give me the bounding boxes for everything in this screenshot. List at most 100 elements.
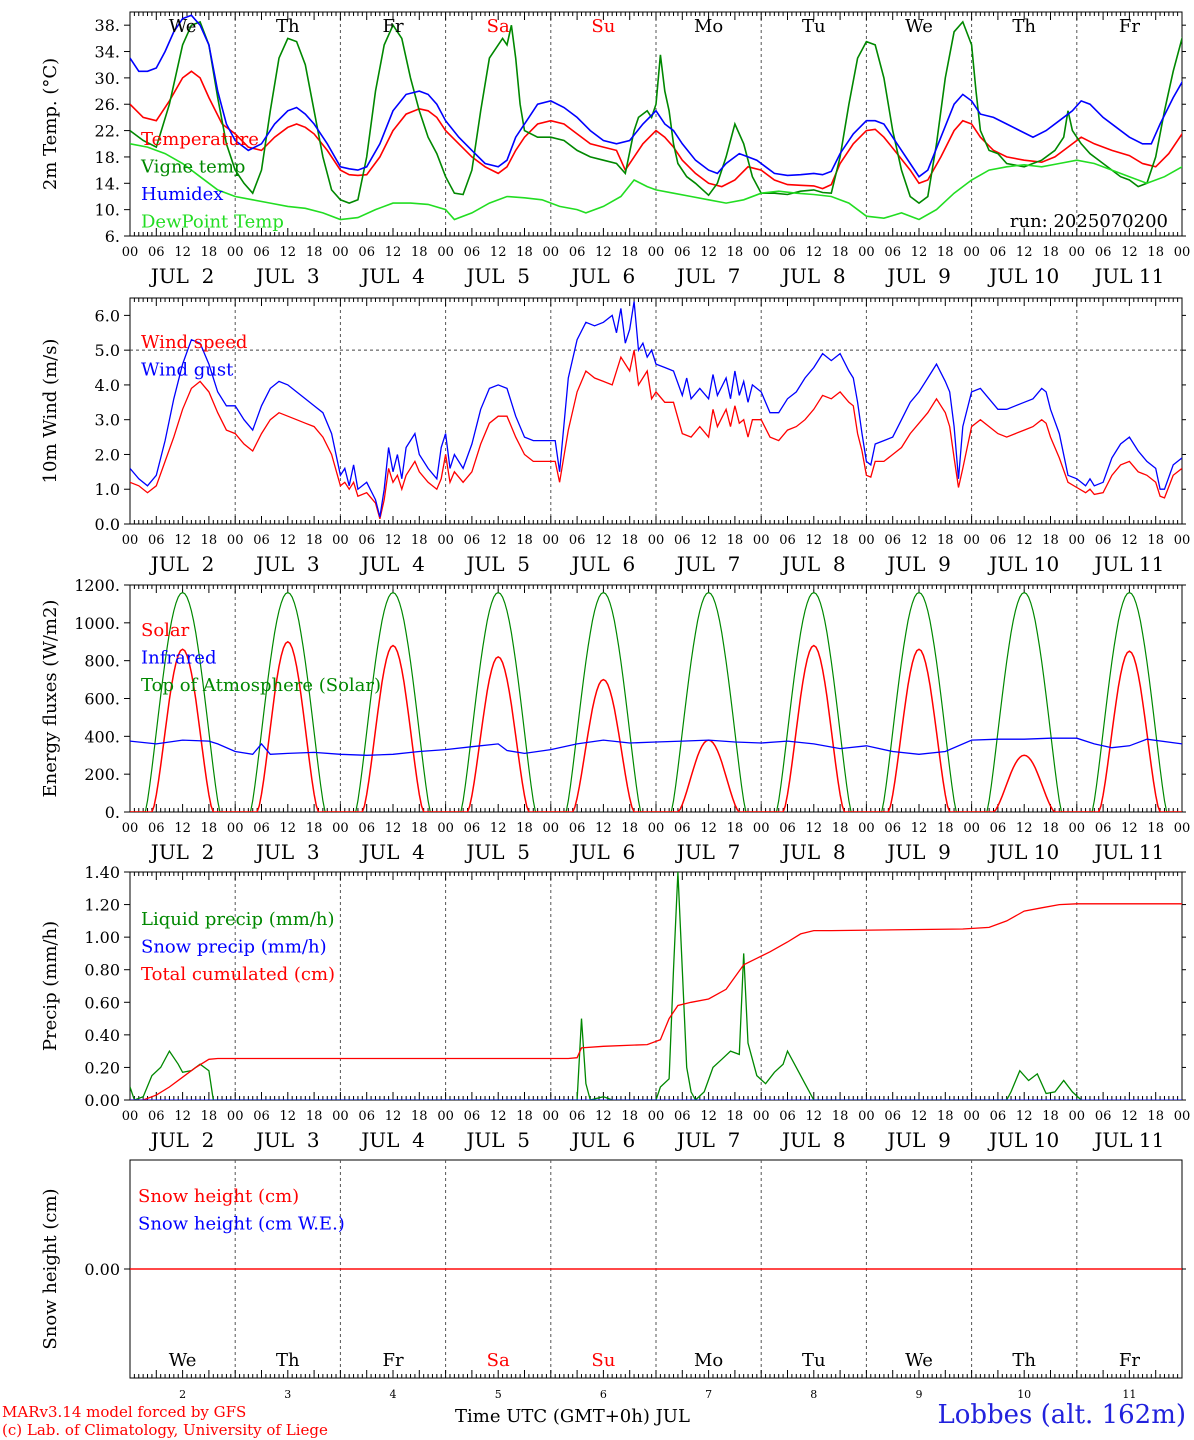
hour-tick-label: 12 xyxy=(911,533,928,548)
hour-tick-label: 06 xyxy=(464,245,481,260)
hour-tick-label: 18 xyxy=(516,821,533,836)
hour-tick-label: 00 xyxy=(753,821,770,836)
day-number-label: 10 xyxy=(1017,1388,1031,1400)
weekday-label: We xyxy=(169,16,197,37)
meteogram: 6.10.14.18.22.26.30.34.38.2m Temp. (°C) T… xyxy=(40,11,1190,1400)
hour-tick-label: 06 xyxy=(358,245,375,260)
hour-tick-label: 18 xyxy=(306,1109,323,1124)
weekday-label: We xyxy=(905,16,933,37)
hour-tick-label: 06 xyxy=(148,1109,165,1124)
y-tick-label: 200. xyxy=(84,765,120,784)
panel-2: 0.0 1.0 2.0 3.0 4.0 5.0 6.0 10m Wind (m/s) Wind … xyxy=(40,297,1190,576)
panel-5: 0.00 Snow height (cm) Snow height (cm) Snow… xyxy=(40,1159,1186,1400)
y-tick-label: 10. xyxy=(95,201,120,220)
date-label: JUL 2 xyxy=(149,264,215,288)
hour-tick-label: 06 xyxy=(253,821,270,836)
hour-tick-label: 06 xyxy=(569,821,586,836)
hour-tick-label: 18 xyxy=(411,821,428,836)
hour-tick-label: 18 xyxy=(1042,1109,1059,1124)
hour-tick-label: 00 xyxy=(753,245,770,260)
hour-tick-label: 18 xyxy=(411,245,428,260)
hour-tick-label: 18 xyxy=(306,821,323,836)
hour-tick-label: 12 xyxy=(595,245,612,260)
hour-tick-label: 18 xyxy=(621,821,638,836)
date-label: JUL 10 xyxy=(987,264,1059,288)
date-label: JUL 8 xyxy=(780,840,846,864)
model-credit: MARv3.14 model forced by GFS xyxy=(2,1403,247,1421)
hour-tick-label: 12 xyxy=(595,821,612,836)
weekday-label: We xyxy=(169,1350,197,1371)
station-name: Lobbes (alt. 162m) xyxy=(937,1400,1186,1430)
hour-tick-label: 00 xyxy=(437,1109,454,1124)
date-label: JUL 10 xyxy=(987,1128,1059,1152)
hour-tick-label: 18 xyxy=(727,821,744,836)
hour-tick-label: 06 xyxy=(990,245,1007,260)
y-tick-label: 0.40 xyxy=(84,1026,120,1045)
y-tick-label: 0.80 xyxy=(84,961,120,980)
y-tick-label: 1000. xyxy=(74,614,120,633)
solar-line xyxy=(130,640,1182,812)
hour-tick-label: 00 xyxy=(543,245,560,260)
hour-tick-label: 06 xyxy=(464,533,481,548)
legend-entry: Snow height (cm W.E.) xyxy=(138,1214,345,1235)
series-line-wind-speed xyxy=(130,350,1182,519)
hour-tick-label: 12 xyxy=(1016,1109,1033,1124)
series-line-dewpoint-temp xyxy=(130,143,1182,221)
date-label: JUL 11 xyxy=(1092,1128,1164,1152)
series-line-humidex xyxy=(130,14,1182,178)
date-label: JUL 9 xyxy=(885,1128,951,1152)
date-label: JUL 11 xyxy=(1092,840,1164,864)
hour-tick-label: 06 xyxy=(464,821,481,836)
series-line-infrared xyxy=(130,737,1182,756)
hour-tick-label: 06 xyxy=(674,533,691,548)
hour-tick-label: 06 xyxy=(779,821,796,836)
day-number-label: 6 xyxy=(600,1388,607,1400)
date-label: JUL 3 xyxy=(254,1128,320,1152)
legend-entry: Top of Atmosphere (Solar) xyxy=(141,675,381,696)
hour-tick-label: 06 xyxy=(884,821,901,836)
date-label: JUL 3 xyxy=(254,552,320,576)
hour-tick-label: 00 xyxy=(543,821,560,836)
hour-tick-label: 18 xyxy=(832,533,849,548)
hour-tick-label: 06 xyxy=(779,533,796,548)
hour-tick-label: 18 xyxy=(621,245,638,260)
weekday-label: Tu xyxy=(802,1350,826,1371)
series-group xyxy=(130,872,1182,1100)
hour-tick-label: 18 xyxy=(1147,245,1164,260)
hour-tick-label: 06 xyxy=(358,821,375,836)
series-line-wind-gust xyxy=(130,301,1182,518)
date-label: JUL 6 xyxy=(570,552,636,576)
hour-tick-label: 12 xyxy=(700,1109,717,1124)
panel-3: 0. 200. 400. 600. 800. 1000. 1200. Energy fluxe… xyxy=(40,576,1190,864)
weekday-label: Fr xyxy=(1119,16,1140,37)
date-label: JUL 6 xyxy=(570,264,636,288)
y-tick-label: 0.60 xyxy=(84,993,120,1012)
y-tick-label: 6.0 xyxy=(95,306,120,325)
hour-tick-label: 06 xyxy=(464,1109,481,1124)
hour-tick-label: 00 xyxy=(332,533,349,548)
weekday-label: Th xyxy=(1012,16,1036,37)
y-tick-label: 3.0 xyxy=(95,411,120,430)
hour-tick-label: 06 xyxy=(674,1109,691,1124)
date-label: JUL 10 xyxy=(987,552,1059,576)
hour-tick-label: 18 xyxy=(1042,821,1059,836)
date-label: JUL 9 xyxy=(885,264,951,288)
hour-tick-label: 06 xyxy=(1095,1109,1112,1124)
hour-tick-label: 12 xyxy=(385,533,402,548)
y-tick-label: 400. xyxy=(84,727,120,746)
hour-tick-label: 00 xyxy=(963,1109,980,1124)
plot-frame xyxy=(129,11,1183,237)
y-tick-label: 600. xyxy=(84,690,120,709)
date-label: JUL 9 xyxy=(885,840,951,864)
y-tick-label: 1.40 xyxy=(84,863,120,882)
weekday-label: Fr xyxy=(1119,1350,1140,1371)
date-label: JUL 6 xyxy=(570,840,636,864)
hour-tick-label: 18 xyxy=(937,533,954,548)
date-label: JUL 10 xyxy=(987,840,1059,864)
panel-1: 6. 10. 14. 18. 22. 26. 30. 34. 38. 2m Temp. (°C) T… xyxy=(40,11,1190,288)
weekday-label: Th xyxy=(276,16,300,37)
panel-4: 0.00 0.20 0.40 0.60 0.80 1.00 1.20 1.40 Precip (… xyxy=(40,863,1190,1152)
y-axis-title: 10m Wind (m/s) xyxy=(40,339,61,484)
hour-tick-label: 12 xyxy=(490,1109,507,1124)
hour-tick-label: 00 xyxy=(648,1109,665,1124)
